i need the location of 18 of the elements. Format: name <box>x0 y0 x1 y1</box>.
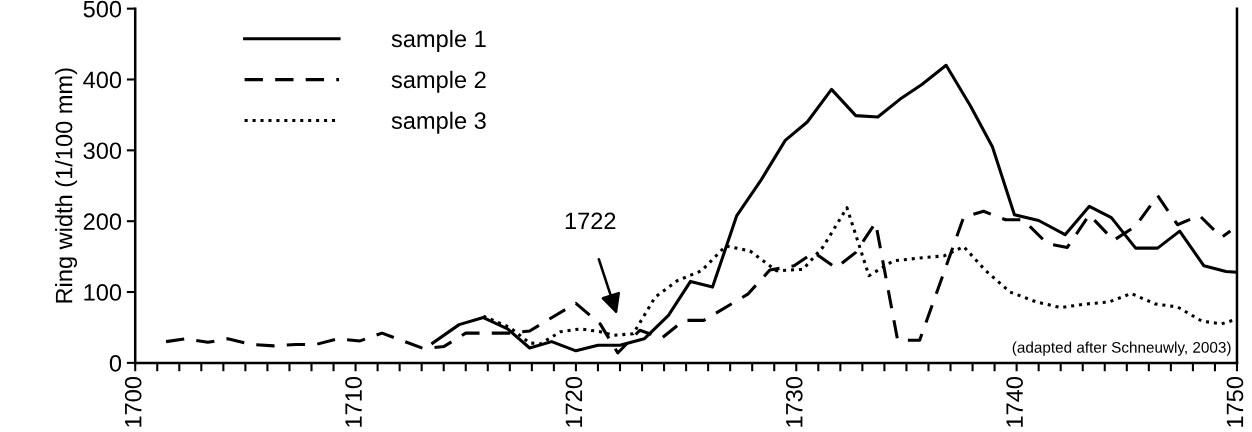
y-tick-label: 200 <box>83 213 122 230</box>
x-tick-label: 1700 <box>124 376 142 427</box>
y-tick-label: 0 <box>109 354 122 372</box>
x-tick-label: 1750 <box>1226 376 1244 427</box>
legend-label: sample 3 <box>391 111 486 134</box>
y-tick-label: 300 <box>83 142 122 160</box>
legend-label: sample 2 <box>391 70 486 93</box>
x-tick-label: 1720 <box>565 376 583 427</box>
x-tick-label: 1730 <box>785 376 803 427</box>
legend-label: sample 1 <box>391 29 486 52</box>
x-tick-label: 1740 <box>1006 376 1023 427</box>
y-tick-label: 400 <box>83 71 122 89</box>
y-tick-label: 500 <box>83 0 122 18</box>
x-tick-label: 1710 <box>345 376 362 427</box>
y-axis-title: Ring width (1/100 mm) <box>55 68 78 303</box>
y-tick-label: 100 <box>84 284 122 301</box>
annotation: (adapted after Schneuwly, 2003) <box>1012 341 1231 356</box>
annotation: 1722 <box>565 212 616 230</box>
